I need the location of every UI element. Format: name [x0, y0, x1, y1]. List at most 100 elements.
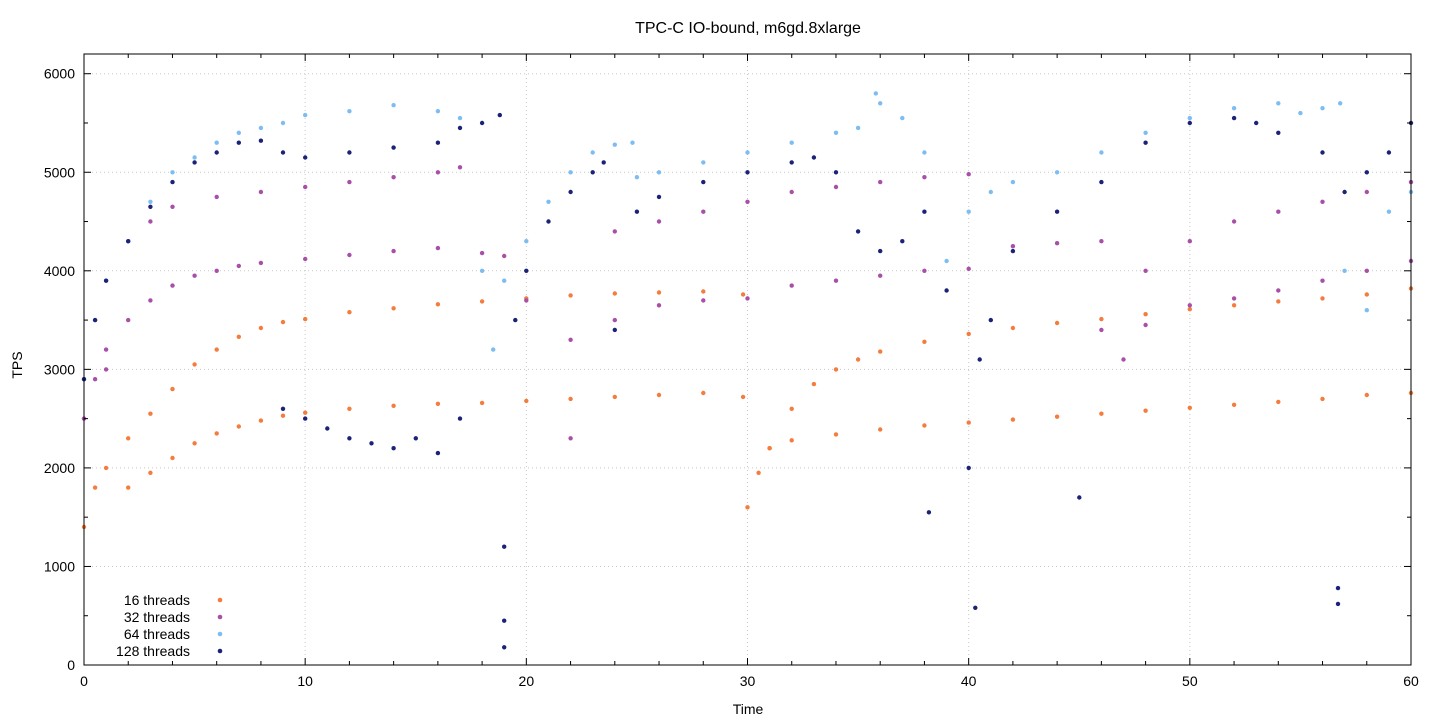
data-points	[81, 91, 1414, 650]
data-point	[612, 394, 617, 400]
data-point	[103, 465, 109, 471]
data-point	[1010, 179, 1016, 185]
data-point	[214, 268, 219, 273]
data-point	[833, 184, 839, 190]
data-point	[524, 298, 529, 303]
data-point	[479, 268, 485, 273]
axis-ticks: 0 10 20 30 40 50 60 0 1000 2000 3000 4000 5000 6000	[44, 54, 1419, 689]
data-point	[1231, 219, 1237, 224]
data-point	[612, 291, 617, 296]
data-point	[192, 273, 197, 278]
data-point	[497, 112, 502, 118]
legend-label: 64 threads	[124, 626, 190, 642]
data-point	[126, 485, 131, 490]
data-point	[1010, 417, 1016, 422]
data-point	[740, 292, 746, 297]
data-point	[740, 394, 746, 400]
data-point	[236, 130, 241, 135]
data-point	[789, 438, 794, 443]
data-point	[1342, 268, 1347, 273]
data-point	[833, 170, 839, 175]
y-tick-label: 2000	[44, 460, 75, 476]
data-point	[303, 410, 308, 415]
data-point	[148, 411, 153, 416]
data-point	[214, 194, 219, 200]
data-point	[988, 189, 993, 195]
data-point	[391, 248, 396, 254]
y-tick-label: 5000	[44, 164, 75, 180]
data-point	[900, 115, 905, 121]
data-point	[612, 142, 617, 147]
data-point	[479, 250, 485, 256]
data-point	[656, 303, 662, 308]
data-point	[1338, 101, 1343, 106]
data-point	[280, 413, 286, 418]
data-point	[1231, 303, 1237, 308]
data-point	[1054, 209, 1060, 214]
data-point	[1099, 316, 1104, 322]
data-point	[1099, 239, 1104, 244]
data-point	[303, 184, 308, 190]
data-point	[701, 298, 706, 303]
data-point	[192, 160, 197, 165]
data-point	[347, 310, 352, 315]
data-point	[258, 325, 264, 331]
x-tick-label: 40	[961, 673, 977, 689]
y-tick-label: 3000	[44, 361, 75, 377]
data-point	[435, 450, 441, 456]
data-point	[258, 418, 264, 423]
data-point	[1187, 307, 1193, 312]
data-point	[1054, 320, 1060, 326]
data-point	[391, 175, 396, 180]
data-point	[457, 125, 463, 131]
data-point	[1187, 239, 1193, 244]
data-point	[1386, 150, 1392, 155]
data-point	[1320, 150, 1325, 155]
data-point	[1320, 296, 1325, 301]
data-point	[656, 194, 662, 200]
data-point	[148, 298, 153, 303]
data-point	[170, 283, 175, 288]
data-point	[701, 289, 706, 294]
data-point	[833, 367, 839, 372]
data-point	[303, 112, 308, 118]
data-point	[878, 349, 883, 354]
data-point	[873, 91, 878, 96]
data-point	[546, 219, 551, 224]
data-point	[745, 296, 750, 301]
series-2	[81, 165, 1414, 441]
legend-marker	[217, 614, 223, 620]
grid-lines	[83, 54, 1412, 666]
data-point	[1010, 325, 1016, 331]
legend-marker	[217, 597, 223, 603]
data-point	[1054, 241, 1060, 246]
data-point	[148, 470, 153, 475]
data-point	[126, 239, 131, 244]
data-point	[590, 170, 595, 175]
series-4	[81, 112, 1414, 650]
data-point	[435, 140, 441, 145]
data-point	[966, 209, 971, 214]
data-point	[811, 155, 817, 160]
data-point	[236, 424, 241, 429]
data-point	[601, 160, 606, 165]
data-point	[1231, 296, 1237, 301]
data-point	[1276, 299, 1281, 304]
data-point	[612, 317, 617, 323]
data-point	[347, 252, 352, 258]
data-point	[303, 256, 308, 262]
data-point	[1335, 601, 1341, 607]
data-point	[1342, 189, 1347, 195]
data-point	[170, 179, 175, 185]
data-point	[767, 446, 772, 451]
data-point	[855, 125, 861, 131]
data-point	[1320, 106, 1325, 111]
data-point	[745, 170, 750, 175]
data-point	[502, 618, 507, 623]
data-point	[811, 381, 817, 387]
data-point	[214, 140, 219, 145]
data-point	[789, 283, 794, 288]
data-point	[391, 306, 396, 311]
data-point	[966, 420, 971, 425]
data-point	[1099, 411, 1104, 416]
